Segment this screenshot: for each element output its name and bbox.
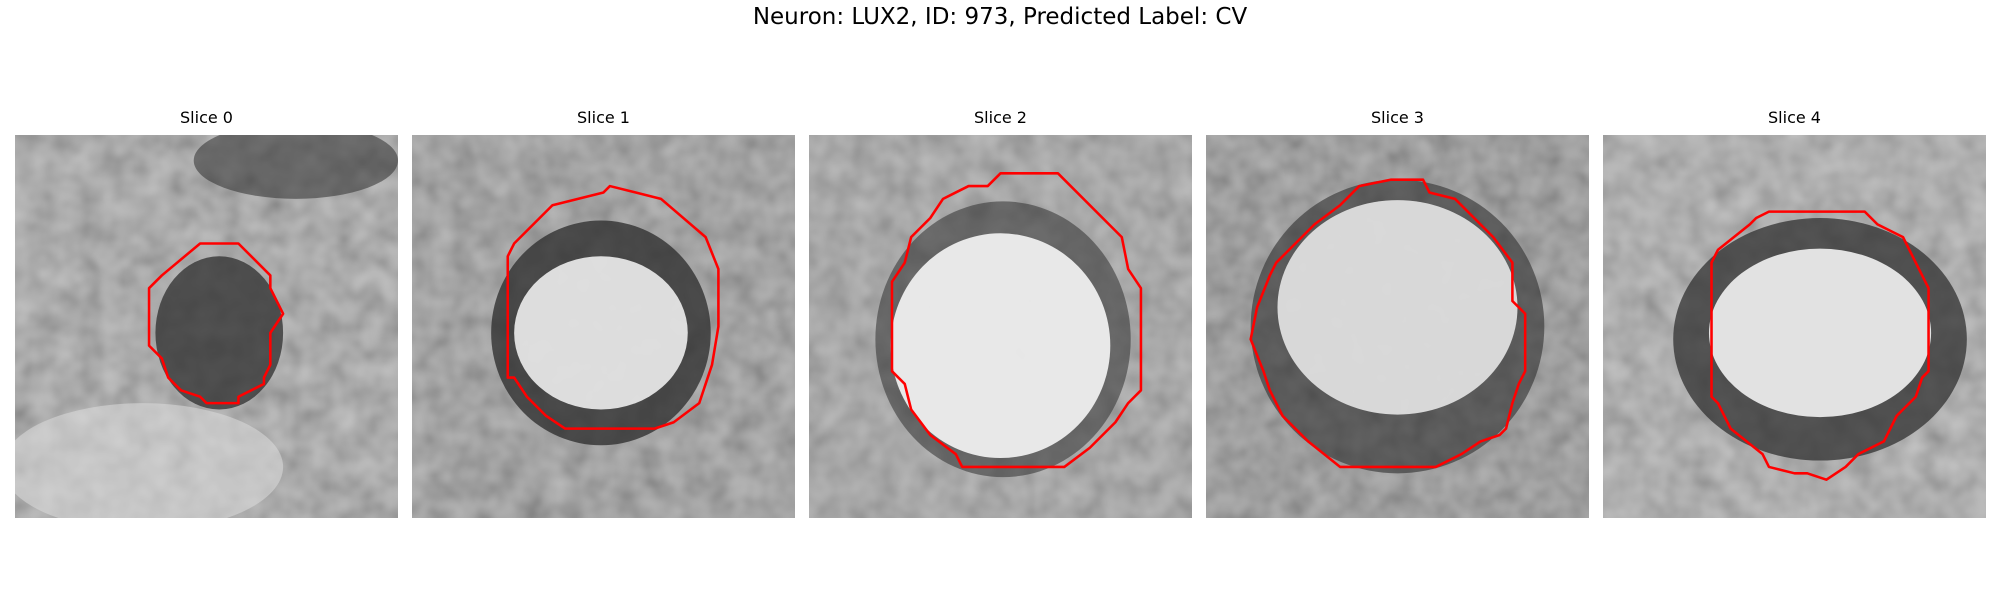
slice-title: Slice 1 [577, 108, 630, 127]
slice-title: Slice 2 [974, 108, 1027, 127]
slice-image [15, 135, 398, 518]
figure-title: Neuron: LUX2, ID: 973, Predicted Label: … [752, 4, 1248, 30]
slice-title: Slice 3 [1371, 108, 1424, 127]
bright-cell-nucleus [890, 233, 1111, 458]
red-cell-outline [506, 184, 720, 430]
bright-cell-nucleus [1708, 248, 1932, 418]
red-cell-outline [1249, 178, 1527, 469]
slice-title: Slice 0 [180, 108, 233, 127]
slice-image [1603, 135, 1986, 518]
red-cell-outline [890, 172, 1143, 469]
slice-image [412, 135, 795, 518]
bright-region [15, 403, 284, 518]
bright-cell-nucleus [1277, 200, 1518, 415]
bright-cell-nucleus [514, 256, 688, 410]
red-cell-outline [147, 242, 285, 405]
dark-region [193, 135, 398, 199]
slice-image [809, 135, 1192, 518]
slice-title: Slice 4 [1768, 108, 1821, 127]
red-cell-outline [1710, 210, 1930, 481]
dark-cell-body [155, 256, 284, 410]
slice-image [1206, 135, 1589, 518]
